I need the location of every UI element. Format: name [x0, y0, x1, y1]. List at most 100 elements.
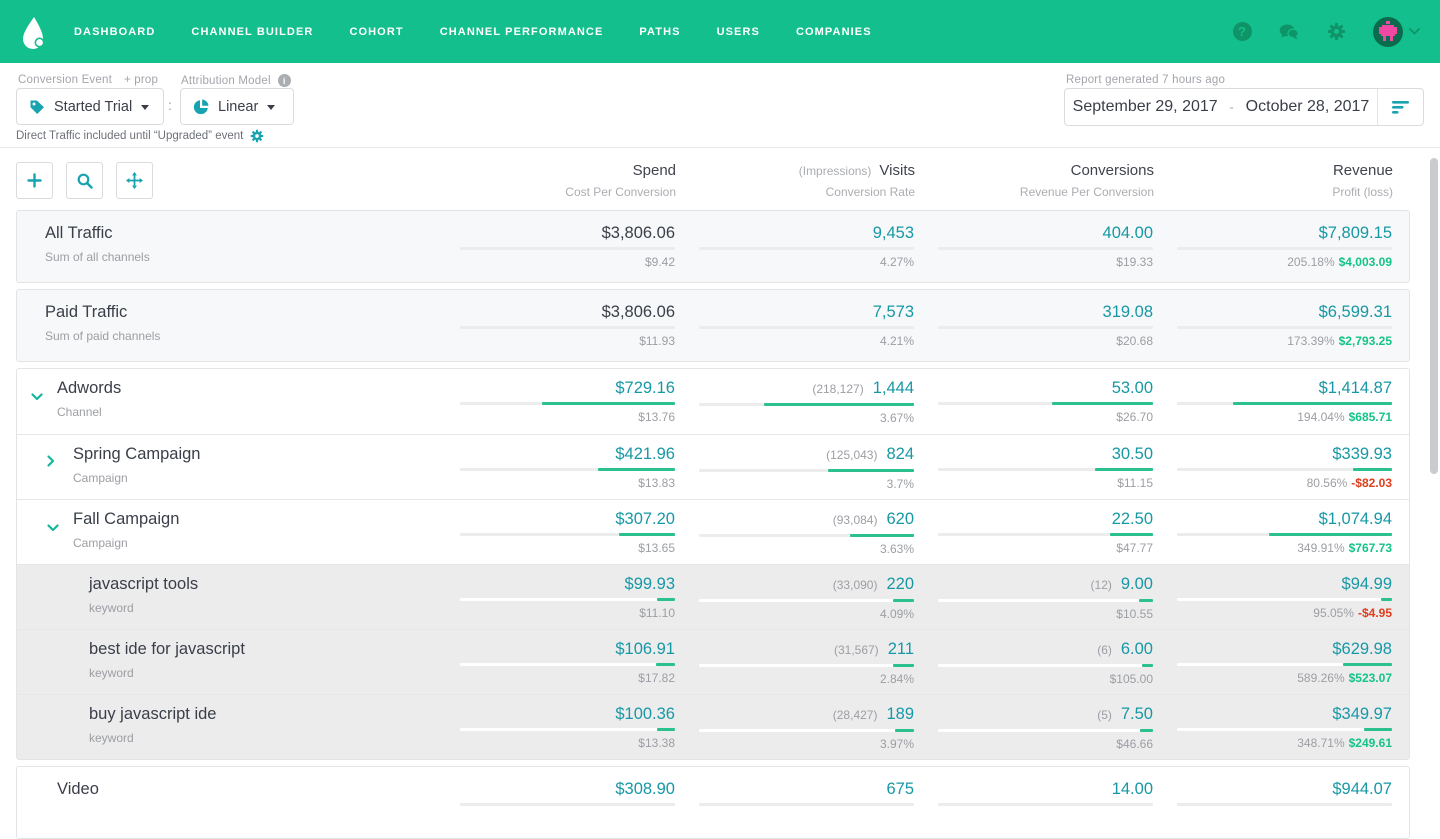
- conversion-event-dropdown[interactable]: Started Trial: [16, 88, 164, 125]
- column-header-visits[interactable]: (Impressions)VisitsConversion Rate: [676, 162, 915, 199]
- cell-value[interactable]: $94.99: [1342, 575, 1392, 594]
- cell-subvalue: 2.84%: [675, 672, 914, 686]
- table-row[interactable]: Adwords Channel $729.16$13.76(218,127)1,…: [17, 369, 1409, 434]
- cell-value[interactable]: 53.00: [1112, 379, 1153, 398]
- table-row[interactable]: buy javascript ide keyword $100.36$13.38…: [17, 694, 1409, 759]
- user-menu[interactable]: [1373, 17, 1420, 47]
- cell-conversions: 30.50$11.15: [914, 445, 1153, 491]
- cell-value[interactable]: 404.00: [1103, 224, 1153, 243]
- cell-value[interactable]: 1,444: [873, 379, 914, 398]
- nav-item-companies[interactable]: COMPANIES: [796, 26, 872, 38]
- cell-value[interactable]: 9.00: [1121, 575, 1153, 594]
- attribution-model-dropdown[interactable]: Linear: [180, 88, 294, 125]
- nav-item-users[interactable]: USERS: [717, 26, 760, 38]
- chevron-down-icon[interactable]: [47, 519, 59, 537]
- cell-spend: $106.91$17.82: [436, 640, 675, 686]
- cell-spend: $3,806.06$11.93: [436, 303, 675, 348]
- cell-value[interactable]: $100.36: [615, 705, 675, 724]
- nav-item-channel-builder[interactable]: CHANNEL BUILDER: [191, 26, 313, 38]
- nav-item-paths[interactable]: PATHS: [639, 26, 680, 38]
- value-bar: [699, 664, 914, 667]
- table-header: SpendCost Per Conversion(Impressions)Vis…: [16, 162, 1424, 199]
- prefix-value: (6): [1097, 641, 1112, 660]
- cell-conversions: 14.00: [914, 780, 1153, 811]
- cell-value[interactable]: 7.50: [1121, 705, 1153, 724]
- caret-down-icon: [141, 105, 149, 110]
- plus-icon: [27, 173, 42, 188]
- row-cells: $100.36$13.38(28,427)1893.97%(5)7.50$46.…: [436, 705, 1392, 751]
- nav-item-cohort[interactable]: COHORT: [349, 26, 403, 38]
- date-range[interactable]: September 29, 2017 - October 28, 2017: [1065, 98, 1377, 116]
- help-icon[interactable]: ?: [1232, 22, 1252, 42]
- chevron-right-icon[interactable]: [47, 454, 55, 472]
- cell-value[interactable]: 9,453: [873, 224, 914, 243]
- settings-gear-icon[interactable]: [250, 129, 264, 143]
- table-row[interactable]: Fall Campaign Campaign $307.20$13.65(93,…: [17, 499, 1409, 564]
- cell-subvalue: $26.70: [914, 410, 1153, 424]
- info-icon[interactable]: i: [278, 74, 291, 87]
- nav-item-channel-performance[interactable]: CHANNEL PERFORMANCE: [440, 26, 604, 38]
- column-header-spend[interactable]: SpendCost Per Conversion: [437, 162, 676, 199]
- date-filter-button[interactable]: [1377, 89, 1423, 125]
- cell-value[interactable]: $106.91: [615, 640, 675, 659]
- value-bar: [460, 247, 675, 250]
- value-bar: [460, 468, 675, 471]
- search-button[interactable]: [66, 162, 103, 199]
- table-row[interactable]: Spring Campaign Campaign $421.96$13.83(1…: [17, 434, 1409, 499]
- nav-item-dashboard[interactable]: DASHBOARD: [74, 26, 155, 38]
- scrollbar-thumb[interactable]: [1430, 158, 1438, 474]
- table-row[interactable]: javascript tools keyword $99.93$11.10(33…: [17, 564, 1409, 629]
- avatar: [1373, 17, 1403, 47]
- cell-value[interactable]: $1,074.94: [1319, 510, 1392, 529]
- value-bar: [1177, 728, 1392, 731]
- gear-icon[interactable]: [1326, 22, 1346, 42]
- app-logo-icon[interactable]: [18, 15, 48, 49]
- row-type: Sum of all channels: [45, 250, 436, 264]
- cell-value[interactable]: $729.16: [615, 379, 675, 398]
- add-prop-link[interactable]: + prop: [124, 74, 158, 86]
- row-cells: $3,806.06$11.937,5734.21%319.08$20.68$6,…: [436, 303, 1392, 348]
- cell-value[interactable]: 22.50: [1112, 510, 1153, 529]
- add-button[interactable]: [16, 162, 53, 199]
- cell-value[interactable]: $3,806.06: [602, 303, 675, 322]
- date-start: September 29, 2017: [1073, 98, 1218, 116]
- cell-value[interactable]: $307.20: [615, 510, 675, 529]
- cell-value[interactable]: $339.93: [1332, 445, 1392, 464]
- cell-visits: (28,427)1893.97%: [675, 705, 914, 751]
- chat-icon[interactable]: [1279, 22, 1299, 42]
- table-row[interactable]: Paid Traffic Sum of paid channels $3,806…: [17, 290, 1409, 361]
- table-row[interactable]: best ide for javascript keyword $106.91$…: [17, 629, 1409, 694]
- vertical-scrollbar[interactable]: [1430, 152, 1438, 786]
- move-button[interactable]: [116, 162, 153, 199]
- cell-value[interactable]: $421.96: [615, 445, 675, 464]
- column-headers: SpendCost Per Conversion(Impressions)Vis…: [437, 162, 1393, 199]
- value-bar: [699, 729, 914, 732]
- cell-value[interactable]: 6.00: [1121, 640, 1153, 659]
- cell-value[interactable]: $6,599.31: [1319, 303, 1392, 322]
- cell-value[interactable]: $349.97: [1332, 705, 1392, 724]
- cell-subvalue: $19.33: [914, 255, 1153, 269]
- table-row[interactable]: All Traffic Sum of all channels $3,806.0…: [17, 211, 1409, 282]
- cell-spend: $3,806.06$9.42: [436, 224, 675, 269]
- cell-value[interactable]: 824: [886, 445, 914, 464]
- cell-visits: (125,043)8243.7%: [675, 445, 914, 491]
- cell-value[interactable]: $99.93: [625, 575, 675, 594]
- cell-value[interactable]: 620: [886, 510, 914, 529]
- chevron-down-icon[interactable]: [31, 388, 43, 406]
- cell-value[interactable]: 7,573: [873, 303, 914, 322]
- direct-traffic-note: Direct Traffic included until “Upgraded”…: [16, 129, 264, 143]
- column-header-conversions[interactable]: ConversionsRevenue Per Conversion: [915, 162, 1154, 199]
- cell-value[interactable]: 319.08: [1103, 303, 1153, 322]
- cell-value[interactable]: 189: [886, 705, 914, 724]
- cell-value[interactable]: 220: [886, 575, 914, 594]
- cell-value[interactable]: $3,806.06: [602, 224, 675, 243]
- table-row[interactable]: Video $308.9067514.00$944.07: [17, 767, 1409, 838]
- cell-value[interactable]: $1,414.87: [1319, 379, 1392, 398]
- cell-value[interactable]: 211: [888, 640, 914, 659]
- cell-revenue: $94.9995.05%-$4.95: [1153, 575, 1392, 621]
- column-header-revenue[interactable]: RevenueProfit (loss): [1154, 162, 1393, 199]
- cell-value[interactable]: 30.50: [1112, 445, 1153, 464]
- cell-value[interactable]: $7,809.15: [1319, 224, 1392, 243]
- cell-value[interactable]: $629.98: [1332, 640, 1392, 659]
- cell-revenue: $1,074.94349.91%$767.73: [1153, 510, 1392, 556]
